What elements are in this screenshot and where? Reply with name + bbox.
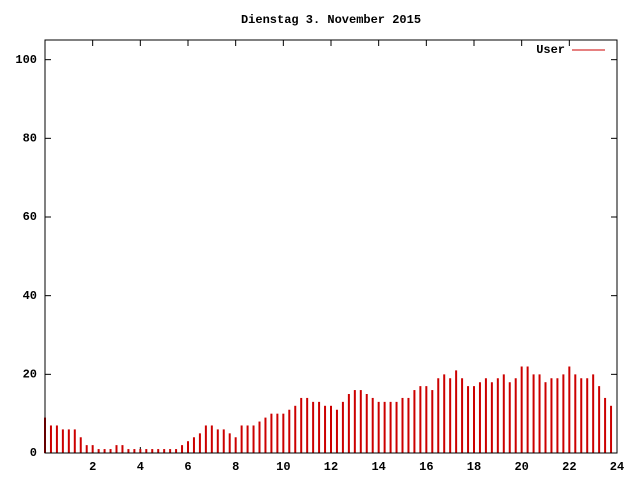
x-tick-label: 24 <box>610 460 624 474</box>
legend-label: User <box>536 43 565 57</box>
x-tick-label: 14 <box>371 460 385 474</box>
x-tick-label: 22 <box>562 460 576 474</box>
plot-border <box>44 39 618 454</box>
x-tick-label: 10 <box>276 460 290 474</box>
y-tick-label: 80 <box>23 132 37 146</box>
x-tick-label: 4 <box>137 460 144 474</box>
x-tick-label: 18 <box>467 460 481 474</box>
x-tick-label: 12 <box>324 460 338 474</box>
chart-title: Dienstag 3. November 2015 <box>241 13 421 27</box>
y-tick-label: 0 <box>30 446 37 460</box>
x-tick-label: 16 <box>419 460 433 474</box>
x-tick-label: 20 <box>514 460 528 474</box>
y-tick-label: 100 <box>15 53 37 67</box>
x-tick-label: 2 <box>89 460 96 474</box>
x-tick-label: 6 <box>184 460 191 474</box>
y-tick-label: 60 <box>23 210 37 224</box>
x-tick-label: 8 <box>232 460 239 474</box>
y-tick-label: 20 <box>23 368 37 382</box>
y-tick-label: 40 <box>23 289 37 303</box>
